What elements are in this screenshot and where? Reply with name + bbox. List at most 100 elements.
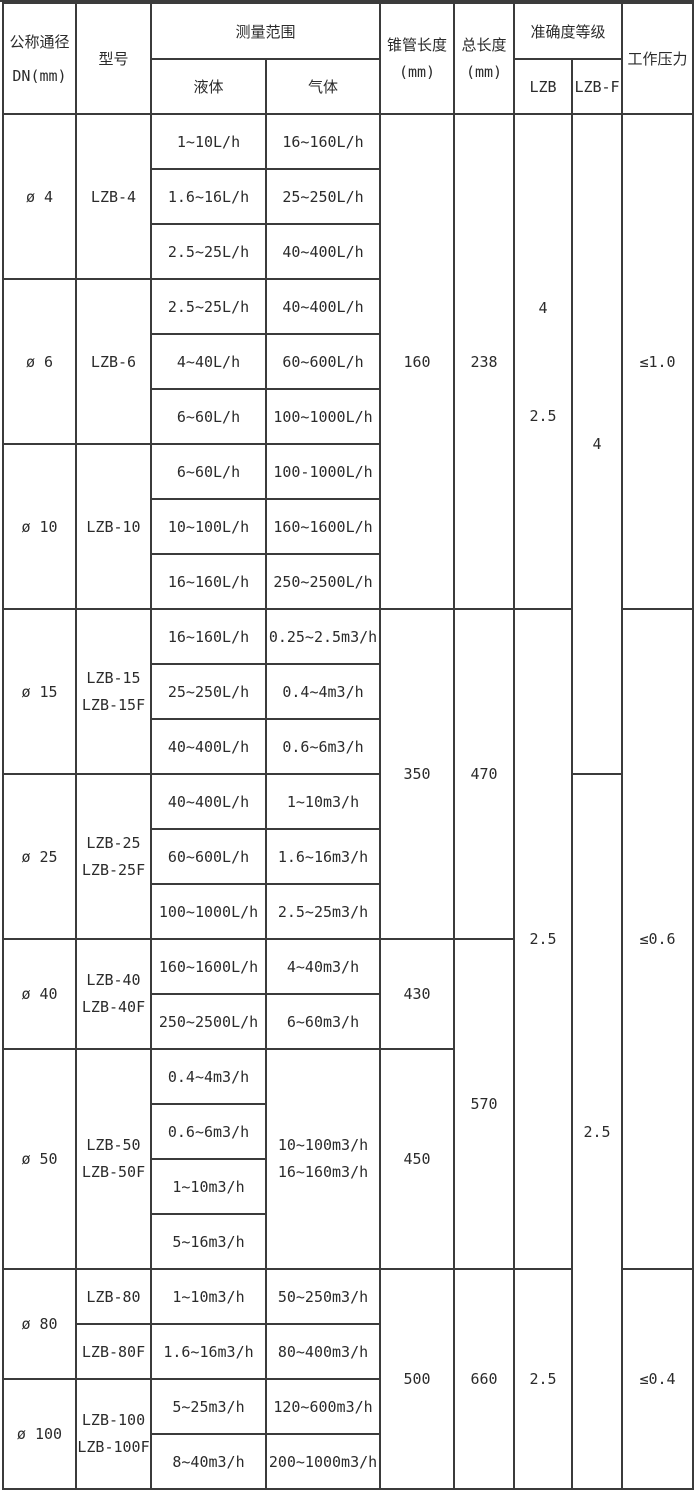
page-top-edge <box>0 0 694 2</box>
liquid-range-cell: 160~1600L/h <box>150 938 267 995</box>
total-length-cell: 470 <box>453 608 516 940</box>
dn-cell: ø 80 <box>2 1268 77 1380</box>
total-length-cell: 660 <box>453 1268 516 1490</box>
model-line1: LZB-100 <box>81 1411 146 1429</box>
liquid-range-cell: 100~1000L/h <box>150 883 267 940</box>
dn-cell: ø 4 <box>2 113 77 280</box>
gas-range-cell: 1.6~16m3/h <box>264 828 382 885</box>
gas-range-cell: 80~400m3/h <box>264 1323 382 1380</box>
header-model: 型号 <box>75 2 152 115</box>
table-row: ø 6 LZB-6 2.5~25L/h 40~400L/h <box>2 278 693 445</box>
header-liquid: 液体 <box>150 58 267 115</box>
table-row: ø 4 LZB-4 1~10L/h 16~160L/h 160 238 4 2.… <box>2 113 694 775</box>
table-row: 250~2500L/h 6~60m3/h <box>3 993 693 1050</box>
liquid-range-cell: 0.4~4m3/h <box>150 1048 267 1105</box>
gas-range-cell: 25~250L/h <box>264 168 382 225</box>
header-dn-line1: 公称通径 <box>9 32 70 51</box>
model-cell: LZB-50 LZB-50F <box>75 1048 152 1270</box>
table-row: ø 80 LZB-80 1~10m3/h 50~250m3/h 500 660 … <box>2 1268 694 1490</box>
liquid-range-cell: 5~16m3/h <box>150 1213 267 1270</box>
pressure-cell: ≤0.6 <box>621 608 694 1270</box>
model-cell: LZB-40 LZB-40F <box>75 938 152 1050</box>
model-line2: LZB-50F <box>81 1163 146 1181</box>
table-row: 4~40L/h 60~600L/h <box>3 333 693 390</box>
gas-range-cell: 120~600m3/h <box>264 1378 382 1435</box>
pressure-cell: ≤1.0 <box>621 113 694 610</box>
liquid-range-cell: 1~10m3/h <box>150 1268 267 1325</box>
table-row: 60~600L/h 1.6~16m3/h <box>3 828 693 885</box>
gas-range-cell: 1~10m3/h <box>264 773 382 830</box>
table-row: 10~100L/h 160~1600L/h <box>3 498 693 555</box>
model-line2: LZB-25F <box>81 860 146 879</box>
liquid-range-cell: 6~60L/h <box>150 443 267 500</box>
model-line2: LZB-40F <box>81 998 146 1016</box>
table-row: ø 40 LZB-40 LZB-40F 160~1600L/h 4~40m3/h… <box>2 938 693 1270</box>
cone-length-cell: 350 <box>379 608 456 940</box>
model-cell: LZB-10 <box>75 443 152 610</box>
model-line1: LZB-25 <box>86 833 141 852</box>
dn-cell: ø 10 <box>2 443 77 610</box>
accuracy-lzb-cell: 2.5 <box>513 608 574 1270</box>
table-row: 6~60L/h 100~1000L/h <box>3 388 693 445</box>
liquid-range-cell: 25~250L/h <box>150 663 267 720</box>
gas-range-line1: 10~100m3/h <box>277 1136 369 1154</box>
gas-range-cell: 100~1000L/h <box>264 388 382 445</box>
model-cell: LZB-80 <box>75 1268 152 1325</box>
dn-cell: ø 50 <box>2 1048 77 1270</box>
header-cone-line2: (mm) <box>398 62 436 81</box>
gas-range-cell: 0.25~2.5m3/h <box>264 608 382 665</box>
model-line2: LZB-15F <box>81 695 146 714</box>
accuracy-lzb-upper-value: 4 <box>538 298 548 317</box>
gas-range-cell: 0.6~6m3/h <box>264 718 382 775</box>
gas-range-cell: 250~2500L/h <box>264 553 382 610</box>
gas-range-cell: 4~40m3/h <box>264 938 382 995</box>
table-row: 100~1000L/h 2.5~25m3/h <box>3 883 693 940</box>
header-measure-range: 测量范围 <box>149 2 382 60</box>
table-row: LZB-80F 1.6~16m3/h 80~400m3/h <box>3 1323 693 1380</box>
gas-range-cell: 2.5~25m3/h <box>264 883 382 940</box>
table-row: 1~10m3/h <box>3 1158 693 1215</box>
model-cell: LZB-100 LZB-100F <box>75 1378 152 1490</box>
gas-range-cell: 10~100m3/h 16~160m3/h <box>264 1048 382 1270</box>
table-row: 2.5~25L/h 40~400L/h <box>3 223 693 280</box>
header-working-pressure: 工作压力 <box>621 2 694 115</box>
dn-cell: ø 40 <box>2 938 77 1050</box>
table-row: 16~160L/h 250~2500L/h <box>3 553 693 610</box>
dn-cell: ø 25 <box>2 773 77 940</box>
table-row: 0.6~6m3/h <box>3 1103 693 1160</box>
header-total-line1: 总长度 <box>461 35 507 54</box>
header-lzbf: LZB-F <box>571 58 624 115</box>
header-dn-line2: DN(mm) <box>12 66 67 85</box>
liquid-range-cell: 40~400L/h <box>150 773 267 830</box>
model-cell: LZB-4 <box>75 113 152 280</box>
table-row: ø 100 LZB-100 LZB-100F 5~25m3/h 120~600m… <box>2 1378 693 1490</box>
dn-cell: ø 15 <box>2 608 77 775</box>
liquid-range-cell: 16~160L/h <box>150 608 267 665</box>
liquid-range-cell: 6~60L/h <box>150 388 267 445</box>
header-row-1: 公称通径 DN(mm) 型号 测量范围 锥管长度 (mm) 总长度 (mm) 准… <box>2 2 694 115</box>
liquid-range-cell: 2.5~25L/h <box>150 278 267 335</box>
total-length-cell: 570 <box>453 938 516 1270</box>
liquid-range-cell: 5~25m3/h <box>150 1378 267 1435</box>
liquid-range-cell: 2.5~25L/h <box>150 223 267 280</box>
table-row: 40~400L/h 0.6~6m3/h <box>3 718 693 775</box>
table-row: ø 25 LZB-25 LZB-25F 40~400L/h 1~10m3/h 2… <box>2 773 693 1490</box>
header-row-2: 液体 气体 LZB LZB-F <box>3 58 693 115</box>
table-row: ø 15 LZB-15 LZB-15F 16~160L/h 0.25~2.5m3… <box>2 608 694 1270</box>
table-row: 25~250L/h 0.4~4m3/h <box>3 663 693 720</box>
total-length-cell: 238 <box>453 113 516 610</box>
gas-range-cell: 100-1000L/h <box>264 443 382 500</box>
cone-length-cell: 430 <box>379 938 456 1050</box>
liquid-range-cell: 40~400L/h <box>150 718 267 775</box>
liquid-range-cell: 1~10m3/h <box>150 1158 267 1215</box>
pressure-cell: ≤0.4 <box>621 1268 694 1490</box>
gas-range-cell: 50~250m3/h <box>264 1268 382 1325</box>
model-cell: LZB-80F <box>75 1323 152 1380</box>
gas-range-cell: 200~1000m3/h <box>264 1433 382 1490</box>
model-line1: LZB-40 <box>86 971 141 989</box>
cone-length-cell: 500 <box>379 1268 456 1490</box>
accuracy-lzb-lower-value: 2.5 <box>529 406 557 425</box>
liquid-range-cell: 0.6~6m3/h <box>150 1103 267 1160</box>
table-row: 5~16m3/h <box>3 1213 693 1270</box>
